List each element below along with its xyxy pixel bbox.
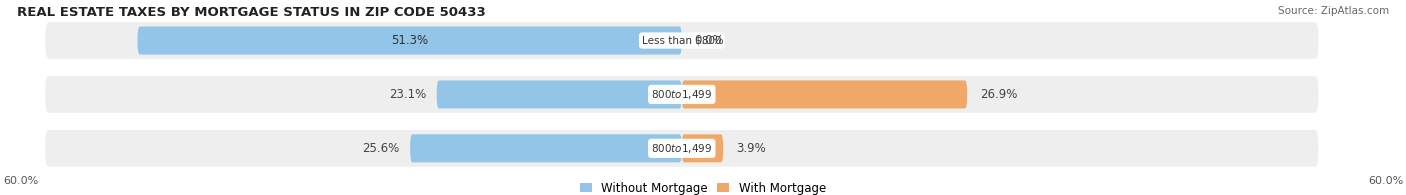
FancyBboxPatch shape: [45, 76, 1319, 113]
FancyBboxPatch shape: [138, 27, 682, 55]
Text: 51.3%: 51.3%: [391, 34, 429, 47]
Text: REAL ESTATE TAXES BY MORTGAGE STATUS IN ZIP CODE 50433: REAL ESTATE TAXES BY MORTGAGE STATUS IN …: [17, 6, 485, 19]
FancyBboxPatch shape: [411, 134, 682, 162]
Legend: Without Mortgage, With Mortgage: Without Mortgage, With Mortgage: [581, 182, 825, 195]
Text: Source: ZipAtlas.com: Source: ZipAtlas.com: [1278, 6, 1389, 16]
Text: 26.9%: 26.9%: [980, 88, 1018, 101]
FancyBboxPatch shape: [682, 134, 723, 162]
Text: 60.0%: 60.0%: [3, 176, 38, 186]
Text: Less than $800: Less than $800: [643, 35, 721, 45]
Text: $800 to $1,499: $800 to $1,499: [651, 142, 713, 155]
Text: 60.0%: 60.0%: [1368, 176, 1403, 186]
Text: 25.6%: 25.6%: [363, 142, 399, 155]
FancyBboxPatch shape: [437, 80, 682, 108]
Text: 3.9%: 3.9%: [735, 142, 766, 155]
FancyBboxPatch shape: [682, 80, 967, 108]
Text: 0.0%: 0.0%: [695, 34, 724, 47]
Text: 23.1%: 23.1%: [389, 88, 426, 101]
FancyBboxPatch shape: [45, 130, 1319, 167]
Text: $800 to $1,499: $800 to $1,499: [651, 88, 713, 101]
FancyBboxPatch shape: [45, 22, 1319, 59]
